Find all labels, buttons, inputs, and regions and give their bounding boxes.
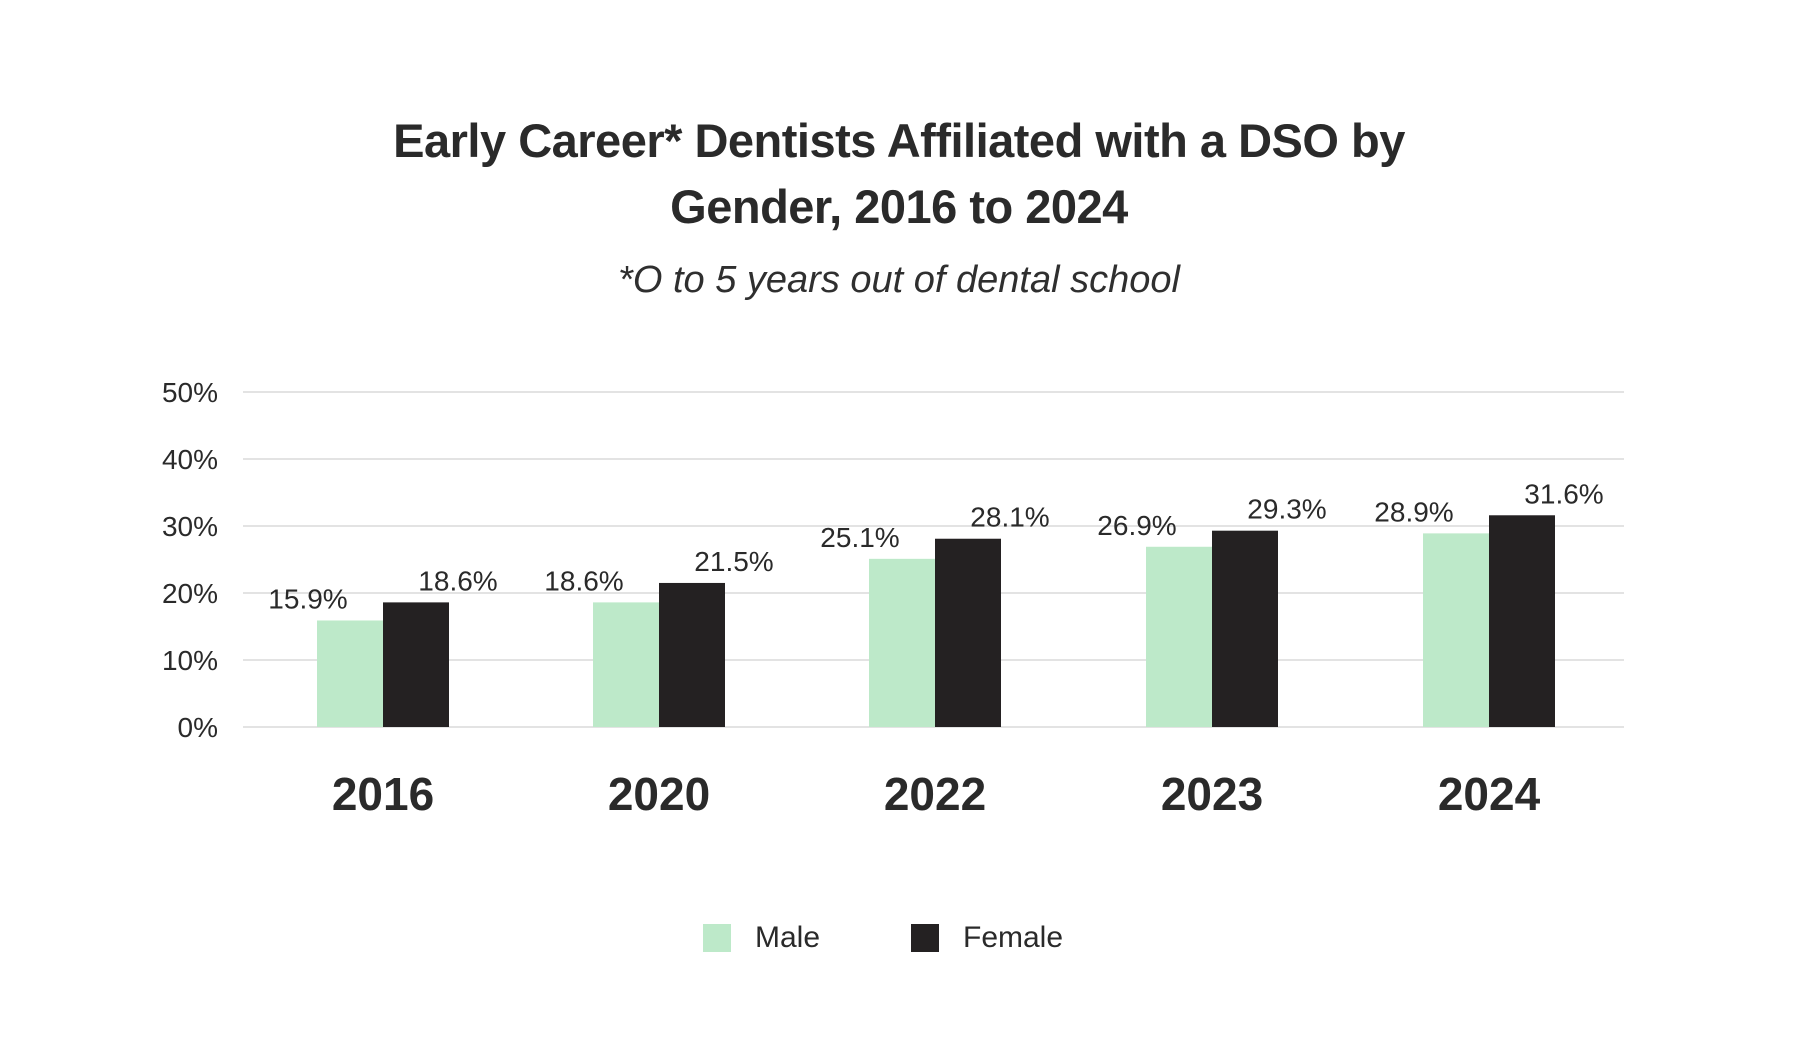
legend: Male Female (0, 918, 1798, 958)
data-label-female-2016: 18.6% (418, 565, 497, 596)
data-label-female-2020: 21.5% (694, 546, 773, 577)
legend-item-male: Male (703, 918, 820, 958)
bars (317, 515, 1555, 727)
bar-female-2020 (659, 582, 725, 727)
data-label-male-2016: 15.9% (268, 583, 347, 614)
legend-label-male: Male (755, 921, 821, 954)
bar-male-2020 (593, 602, 659, 727)
bar-male-2023 (1146, 546, 1212, 727)
x-tick-label-2016: 2016 (332, 768, 434, 820)
legend-swatch-male (703, 924, 731, 952)
bar-male-2022 (869, 558, 935, 727)
data-label-male-2024: 28.9% (1374, 496, 1453, 527)
chart-title-line-1: Early Career* Dentists Affiliated with a… (393, 114, 1405, 167)
x-tick-label-2024: 2024 (1438, 768, 1541, 820)
data-label-male-2023: 26.9% (1097, 510, 1176, 541)
bar-female-2023 (1212, 530, 1278, 727)
data-labels: 15.9% 18.6% 18.6% 21.5% 25.1% 28.1% 26.9% 29.3%… (268, 478, 1603, 614)
bar-female-2022 (935, 538, 1001, 727)
x-tick-label-2022: 2022 (884, 768, 986, 820)
y-tick-label: 10% (162, 645, 218, 676)
data-label-male-2022: 25.1% (820, 522, 899, 553)
bar-female-2024 (1489, 515, 1555, 727)
chart-title-line-2: Gender, 2016 to 2024 (670, 180, 1128, 233)
data-label-female-2024: 31.6% (1524, 478, 1603, 509)
data-label-female-2023: 29.3% (1247, 494, 1326, 525)
y-tick-label: 40% (162, 444, 218, 475)
bar-male-2024 (1423, 533, 1489, 727)
x-axis-ticks: 2016 2020 2022 2023 2024 (332, 768, 1541, 820)
data-label-male-2020: 18.6% (544, 565, 623, 596)
bar-male-2016 (317, 620, 383, 727)
y-tick-label: 50% (162, 377, 218, 408)
legend-label-female: Female (963, 921, 1064, 954)
x-tick-label-2023: 2023 (1161, 768, 1263, 820)
bar-female-2016 (383, 602, 449, 727)
chart-subtitle: *O to 5 years out of dental school (618, 259, 1180, 301)
gridlines (243, 391, 1624, 728)
y-tick-label: 30% (162, 511, 218, 542)
y-tick-label: 0% (178, 712, 218, 743)
x-tick-label-2020: 2020 (608, 768, 710, 820)
y-axis-ticks: 0% 10% 20% 30% 40% 50% (162, 377, 218, 743)
data-label-female-2022: 28.1% (970, 502, 1049, 533)
chart-title: Early Career* Dentists Affiliated with a… (0, 108, 1798, 240)
legend-item-female: Female (911, 918, 1063, 958)
y-tick-label: 20% (162, 578, 218, 609)
legend-swatch-female (911, 924, 939, 952)
